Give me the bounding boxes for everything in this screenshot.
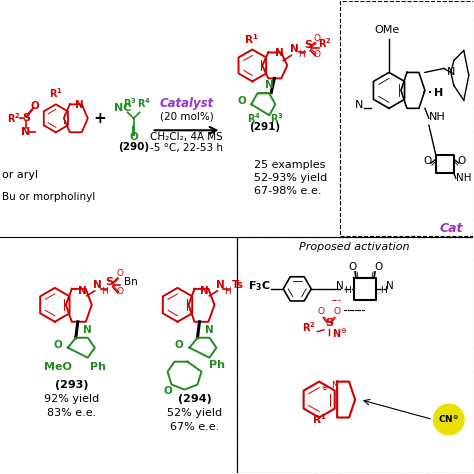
Text: $\mathbf{\cdot\cdot H}$: $\mathbf{\cdot\cdot H}$ [421, 86, 444, 99]
Text: N: N [275, 48, 283, 58]
Text: N: N [290, 45, 299, 55]
Text: O: O [175, 340, 183, 350]
Text: $\mathbf{R^4}$: $\mathbf{R^4}$ [247, 111, 261, 125]
Text: $\mathbf{R^1}$: $\mathbf{R^1}$ [49, 87, 63, 100]
Text: O: O [348, 262, 356, 272]
Text: O: O [116, 269, 123, 278]
Text: O: O [318, 307, 325, 316]
Text: Cat: Cat [439, 222, 463, 235]
Circle shape [433, 403, 465, 436]
Text: $\mathbf{R^2}$: $\mathbf{R^2}$ [302, 320, 316, 334]
Text: N: N [78, 286, 87, 296]
Text: O: O [314, 50, 321, 59]
Text: S: S [304, 40, 312, 51]
Text: S: S [106, 277, 114, 287]
Text: S: S [325, 318, 333, 328]
Text: CH₂Cl₂, 4Å MS: CH₂Cl₂, 4Å MS [150, 131, 223, 142]
Text: 83% e.e.: 83% e.e. [47, 408, 96, 418]
Text: $\mathbf{R^2}$: $\mathbf{R^2}$ [7, 111, 21, 125]
Text: O: O [334, 307, 341, 316]
Text: (293): (293) [55, 380, 89, 390]
Text: Ph: Ph [90, 362, 106, 372]
Text: O: O [374, 262, 382, 272]
Text: NH: NH [456, 173, 471, 183]
Text: OMe: OMe [374, 25, 399, 35]
Text: N: N [386, 281, 394, 291]
Text: or aryl: or aryl [2, 170, 38, 180]
Text: $\mathbf{R^2}$: $\mathbf{R^2}$ [319, 36, 332, 51]
Text: $\mathbf{N^{\ominus}}$: $\mathbf{N^{\ominus}}$ [332, 328, 347, 341]
Text: NC: NC [114, 103, 131, 113]
Text: -5 °C, 22-53 h: -5 °C, 22-53 h [150, 143, 223, 153]
Text: $\mathbf{R^3}$: $\mathbf{R^3}$ [271, 111, 284, 125]
Text: H: H [298, 50, 305, 59]
Text: N: N [216, 280, 225, 290]
Text: N: N [93, 280, 102, 290]
Text: H: H [344, 286, 350, 295]
Text: 52% yield: 52% yield [167, 408, 222, 418]
Text: NH: NH [429, 112, 446, 122]
Text: $\mathbf{F_3C}$: $\mathbf{F_3C}$ [248, 279, 271, 292]
Text: N: N [200, 286, 209, 296]
Text: N: N [265, 81, 273, 91]
Text: 25 examples: 25 examples [255, 160, 326, 170]
Text: Proposed activation: Proposed activation [299, 242, 410, 252]
Text: 67% e.e.: 67% e.e. [170, 421, 219, 431]
Text: N: N [75, 100, 84, 110]
Text: O: O [163, 385, 172, 396]
Text: N: N [205, 325, 214, 335]
Text: O: O [314, 34, 321, 43]
Text: N: N [331, 381, 338, 390]
Text: N: N [83, 325, 92, 335]
Text: O: O [237, 96, 246, 106]
Bar [237, 237, 473, 474]
Text: (294): (294) [178, 393, 211, 403]
Text: (20 mol%): (20 mol%) [160, 111, 213, 121]
Text: N: N [21, 128, 30, 137]
Text: 92% yield: 92% yield [44, 393, 100, 403]
Text: Ph: Ph [210, 360, 226, 370]
Text: $\mathbf{CN^{\ominus}}$: $\mathbf{CN^{\ominus}}$ [438, 414, 459, 425]
Text: $\mathbf{R^1}$: $\mathbf{R^1}$ [312, 412, 327, 426]
Text: N: N [336, 281, 344, 291]
Text: MeO: MeO [44, 362, 72, 372]
Text: 52-93% yield: 52-93% yield [255, 173, 328, 183]
Text: O: O [129, 132, 138, 142]
Text: O: O [53, 340, 62, 350]
Text: O: O [30, 101, 39, 111]
Text: +: + [93, 111, 106, 126]
Text: Bu or morpholinyl: Bu or morpholinyl [2, 192, 95, 202]
Text: O: O [116, 287, 123, 296]
Text: 67-98% e.e.: 67-98% e.e. [255, 186, 322, 196]
Bar [340, 0, 473, 236]
Text: N: N [355, 100, 363, 110]
Text: H: H [224, 287, 231, 296]
Text: S: S [22, 113, 30, 123]
Text: $\mathbf{R^1}$: $\mathbf{R^1}$ [244, 33, 259, 46]
Text: Bn: Bn [124, 277, 137, 287]
Text: Ts: Ts [231, 280, 244, 290]
Text: (290): (290) [118, 142, 149, 152]
Text: O: O [458, 156, 466, 166]
Text: $\oplus$: $\oplus$ [320, 383, 328, 392]
Text: H: H [380, 286, 386, 295]
Text: O: O [424, 156, 432, 166]
Text: $\mathbf{R^3}$: $\mathbf{R^3}$ [123, 97, 137, 110]
Text: (291): (291) [249, 122, 280, 132]
Text: Catalyst: Catalyst [159, 97, 214, 110]
Text: N: N [447, 67, 455, 77]
Text: $\mathbf{R^4}$: $\mathbf{R^4}$ [137, 97, 151, 110]
Text: H: H [101, 287, 108, 296]
